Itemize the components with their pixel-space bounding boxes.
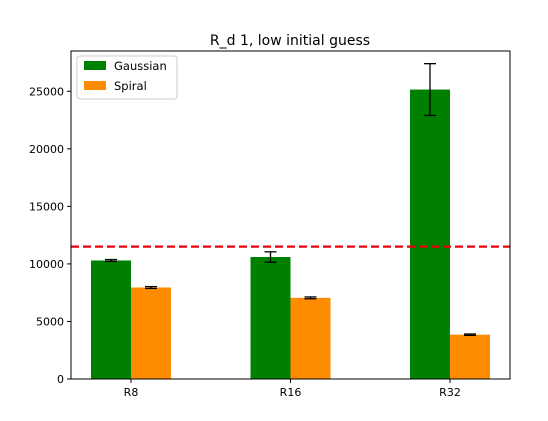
x-tick-label-r32: R32 bbox=[439, 386, 461, 399]
chart-title: R_d 1, low initial guess bbox=[210, 33, 370, 49]
error-bar-spiral-r32 bbox=[464, 333, 476, 337]
error-bar-spiral-r16 bbox=[304, 296, 317, 300]
y-tick-label: 0 bbox=[57, 373, 64, 386]
x-tick-label-r8: R8 bbox=[124, 386, 139, 399]
bar-gaussian-r8 bbox=[91, 260, 131, 379]
y-tick-label: 20000 bbox=[29, 143, 64, 156]
bar-gaussian-r16 bbox=[250, 257, 291, 379]
error-bar-gaussian-r8 bbox=[105, 258, 117, 263]
bar-spiral-r8 bbox=[131, 287, 171, 379]
legend-swatch-gaussian bbox=[84, 61, 106, 70]
y-tick-label: 10000 bbox=[29, 258, 64, 271]
axes-layer: 0 5000 10000 15000 20000 25000 R8 R16 R32 bbox=[29, 50, 511, 399]
error-bars-layer bbox=[105, 63, 476, 337]
x-tick-label-r16: R16 bbox=[280, 386, 302, 399]
legend-label-gaussian: Gaussian bbox=[114, 59, 167, 73]
y-tick-label: 25000 bbox=[29, 85, 64, 98]
legend: Gaussian Spiral bbox=[76, 55, 178, 100]
bar-spiral-r16 bbox=[290, 297, 331, 379]
error-bar-gaussian-r16 bbox=[264, 251, 277, 263]
bars-layer bbox=[91, 89, 490, 379]
error-bar-gaussian-r32 bbox=[424, 63, 436, 117]
legend-swatch-spiral bbox=[84, 81, 106, 90]
y-tick-label: 15000 bbox=[29, 200, 64, 213]
bar-gaussian-r32 bbox=[410, 89, 450, 379]
y-tick-label: 5000 bbox=[36, 315, 64, 328]
bar-spiral-r32 bbox=[450, 334, 490, 379]
error-bar-spiral-r8 bbox=[145, 285, 157, 290]
legend-label-spiral: Spiral bbox=[114, 79, 147, 93]
